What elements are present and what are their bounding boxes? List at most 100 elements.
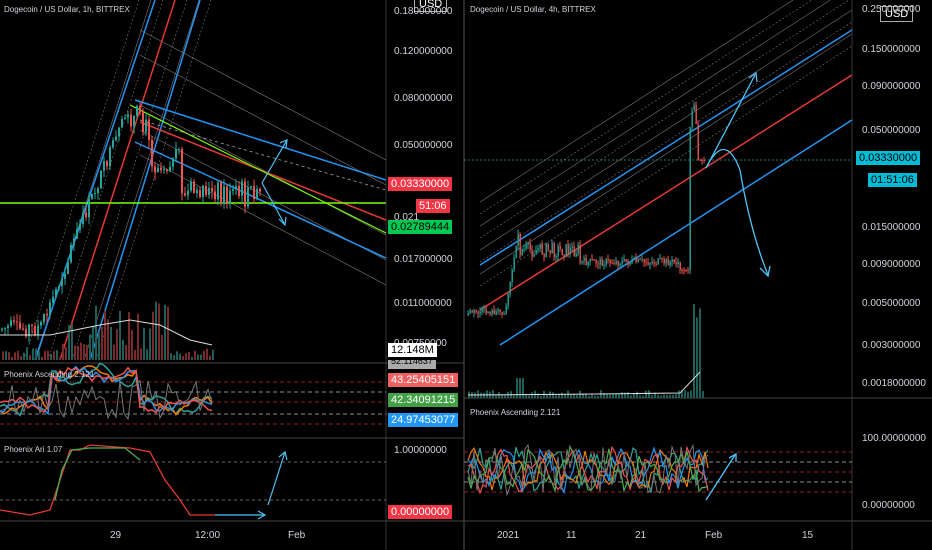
right-candle-body [663, 258, 665, 264]
right-volume-bar [687, 391, 689, 398]
left-volume-bar [38, 351, 40, 360]
left-candle-body [70, 244, 72, 263]
left-fan-median [59, 0, 176, 361]
right-candle-body [655, 263, 657, 265]
left-time-label-2: 12:00 [195, 530, 221, 541]
left-price-label: 0.180000000 [394, 6, 453, 17]
left-candle-body [43, 313, 45, 323]
right-volume-bar [645, 390, 647, 398]
left-candle-body [190, 181, 192, 191]
left-candle-body [4, 327, 6, 329]
left-price-label: 0.021 [394, 212, 420, 223]
right-volume-bar [669, 394, 671, 398]
left-volume-bar [122, 339, 124, 360]
left-volume-bar [125, 344, 127, 360]
left-candle-body [208, 187, 210, 195]
left-volume-bar [77, 345, 79, 360]
left-volume-bar [155, 301, 157, 360]
left-candle-body [178, 149, 180, 151]
right-candle-body [693, 105, 695, 111]
left-candle-body [166, 169, 168, 171]
right-candle-body [623, 259, 625, 261]
right-volume-bar [675, 394, 677, 398]
left-candle-body [37, 325, 39, 335]
left-candle-body [40, 322, 42, 326]
right-osc-axis-label-2: 0.00000000 [862, 500, 915, 511]
right-currency-button[interactable]: USD [880, 6, 914, 22]
right-volume-bar [690, 390, 692, 398]
left-volume-bar [197, 354, 199, 360]
left-desc-channel-line [139, 154, 387, 286]
right-volume-bar [642, 395, 644, 398]
right-volume-bar [612, 394, 614, 398]
left-candle-body [229, 190, 231, 204]
right-candle-body [529, 242, 531, 250]
right-candle-body [571, 246, 573, 248]
left-volume-bar [131, 330, 133, 360]
left-candle-body [202, 185, 204, 198]
right-time-label-5: 15 [802, 530, 814, 541]
left-currency-button[interactable]: USD [414, 0, 448, 12]
right-candle-body [653, 261, 655, 264]
right-candle-body [485, 309, 487, 314]
right-osc-arrow [705, 454, 736, 501]
left-volume-bar [35, 348, 37, 360]
left-candle-body [97, 188, 99, 194]
left-candle-body [220, 182, 222, 204]
right-osc-axis-label-1: 100.00000000 [862, 433, 926, 444]
right-candle-body [651, 261, 653, 264]
left-volume-bar [116, 329, 118, 360]
right-candle-body [497, 309, 499, 312]
right-volume-ma [467, 371, 701, 396]
left-volume-bar [209, 355, 211, 360]
left-volume-bar [176, 351, 178, 360]
right-arrow-down [705, 148, 769, 276]
left-volume-bar [179, 353, 181, 360]
left-candle-body [247, 187, 249, 207]
left-candle-body [31, 324, 33, 326]
right-volume-bar [633, 393, 635, 398]
right-volume-bar [597, 395, 599, 398]
left-candle-body [238, 185, 240, 196]
right-candle-body [561, 248, 563, 256]
right-volume-bar [699, 308, 701, 398]
right-candle-body [657, 258, 659, 265]
right-candle-body [611, 263, 613, 265]
right-volume-bar [591, 394, 593, 398]
left-fan-line [71, 0, 188, 361]
left-candle-body [58, 286, 60, 290]
right-volume-bar [678, 390, 680, 398]
right-channel-line [479, 0, 813, 215]
right-volume-bar [615, 393, 617, 398]
left-candle-body [13, 320, 15, 322]
left-osc2-arrow-flat-head [257, 510, 267, 520]
right-volume-bar [552, 392, 554, 398]
right-volume-bar [651, 395, 653, 398]
left-volume-bar [5, 351, 7, 360]
right-volume-bar [594, 395, 596, 398]
right-price-label: 0.150000000 [862, 44, 921, 55]
left-fan-line [83, 0, 200, 361]
left-volume-bar [212, 349, 214, 360]
right-volume-bar [570, 394, 572, 398]
right-candle-body [513, 258, 515, 270]
left-time-label-1: 29 [110, 530, 122, 541]
right-candle-body [685, 270, 687, 271]
right-volume-bar [546, 394, 548, 398]
left-volume-bar [182, 356, 184, 360]
left-candle-body [136, 106, 138, 116]
left-candle-body [169, 166, 171, 171]
left-candle-body [142, 112, 144, 133]
left-volume-bar [59, 356, 61, 360]
right-candle-body [553, 243, 555, 258]
right-volume-bar [621, 392, 623, 398]
right-candle-body [495, 311, 497, 315]
right-candle-body [629, 262, 631, 265]
right-volume-bar [516, 378, 518, 398]
left-desc-channel-line [139, 54, 387, 186]
left-volume-bar [149, 328, 151, 360]
right-volume-bar [684, 390, 686, 398]
left-candle-body [217, 182, 219, 200]
left-candle-body [106, 161, 108, 167]
